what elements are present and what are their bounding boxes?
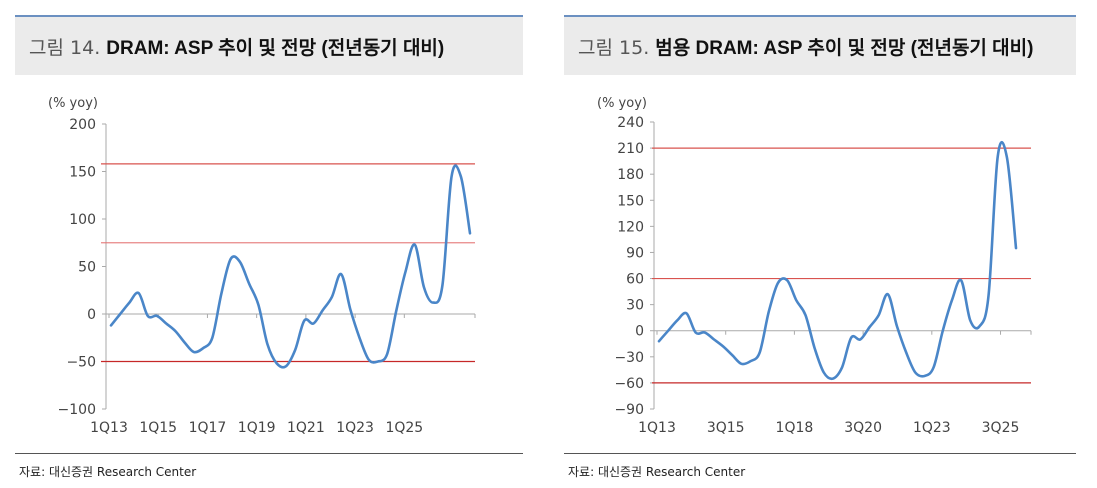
y-unit-label: (% yoy) xyxy=(48,96,98,111)
title-bar xyxy=(15,17,523,75)
y-tick-label: −90 xyxy=(614,402,644,418)
figure-label: 그림 14 xyxy=(29,37,95,59)
x-tick-label: 1Q13 xyxy=(90,420,128,436)
series-line xyxy=(109,164,472,369)
x-tick-label: 3Q15 xyxy=(707,420,745,436)
x-tick-label: 3Q20 xyxy=(844,420,882,436)
y-unit-label: (% yoy) xyxy=(597,96,647,111)
y-tick-label: −100 xyxy=(58,402,96,418)
y-tick-label: 150 xyxy=(617,193,644,209)
x-tick-label: 1Q25 xyxy=(385,420,423,436)
figure-title-text: 범용 DRAM: ASP 추이 및 전망 (전년동기 대비) xyxy=(655,38,1034,59)
x-tick-label: 1Q23 xyxy=(336,420,374,436)
x-tick-label: 1Q19 xyxy=(238,420,276,436)
x-tick-label: 1Q23 xyxy=(913,420,951,436)
y-tick-label: 200 xyxy=(69,117,96,133)
chart-panel-fig15: 그림 15. 범용 DRAM: ASP 추이 및 전망 (전년동기 대비) (%… xyxy=(564,0,1076,488)
y-tick-label: −30 xyxy=(614,350,644,366)
x-tick-label: 1Q17 xyxy=(189,420,227,436)
source-rule xyxy=(15,453,523,454)
figure-title: 그림 15. 범용 DRAM: ASP 추이 및 전망 (전년동기 대비) xyxy=(578,37,1034,59)
y-tick-label: 50 xyxy=(78,260,96,276)
figure-title: 그림 14. DRAM: ASP 추이 및 전망 (전년동기 대비) xyxy=(29,37,445,59)
source-note: 자료: 대신증권 Research Center xyxy=(568,465,746,479)
source-rule xyxy=(564,453,1076,454)
series-line xyxy=(657,141,1018,381)
y-tick-label: 210 xyxy=(617,141,644,157)
y-tick-label: 100 xyxy=(69,212,96,228)
x-tick-label: 1Q18 xyxy=(776,420,814,436)
y-tick-label: 180 xyxy=(617,167,644,183)
y-tick-label: 90 xyxy=(626,245,644,261)
figure-title-text: DRAM: ASP 추이 및 전망 (전년동기 대비) xyxy=(106,38,445,59)
y-tick-label: −60 xyxy=(614,376,644,392)
line-chart: (% yoy) −90 −60 −30 0 30 60 90 120 150 180 210 240 1Q… xyxy=(597,96,1032,436)
chart-panel-fig14: 그림 14. DRAM: ASP 추이 및 전망 (전년동기 대비) (% yo… xyxy=(15,0,523,488)
source-note: 자료: 대신증권 Research Center xyxy=(19,465,197,479)
y-tick-label: 60 xyxy=(626,272,644,288)
title-top-rule xyxy=(564,15,1076,17)
y-tick-label: 150 xyxy=(69,165,96,181)
y-tick-label: 0 xyxy=(87,307,96,323)
x-tick-label: 1Q21 xyxy=(287,420,325,436)
y-tick-label: 0 xyxy=(635,324,644,340)
y-tick-label: 240 xyxy=(617,115,644,131)
y-tick-label: 120 xyxy=(617,219,644,235)
figure-label: 그림 15 xyxy=(578,37,644,59)
line-chart: (% yoy) −100 −50 0 50 100 150 200 1Q13 1Q15 1Q17 1Q… xyxy=(48,96,476,436)
y-tick-label: 30 xyxy=(626,298,644,314)
title-top-rule xyxy=(15,15,523,17)
title-bar xyxy=(564,17,1076,75)
x-tick-label: 3Q25 xyxy=(982,420,1020,436)
y-tick-label: −50 xyxy=(66,355,96,371)
x-tick-label: 1Q13 xyxy=(638,420,676,436)
x-tick-label: 1Q15 xyxy=(139,420,177,436)
